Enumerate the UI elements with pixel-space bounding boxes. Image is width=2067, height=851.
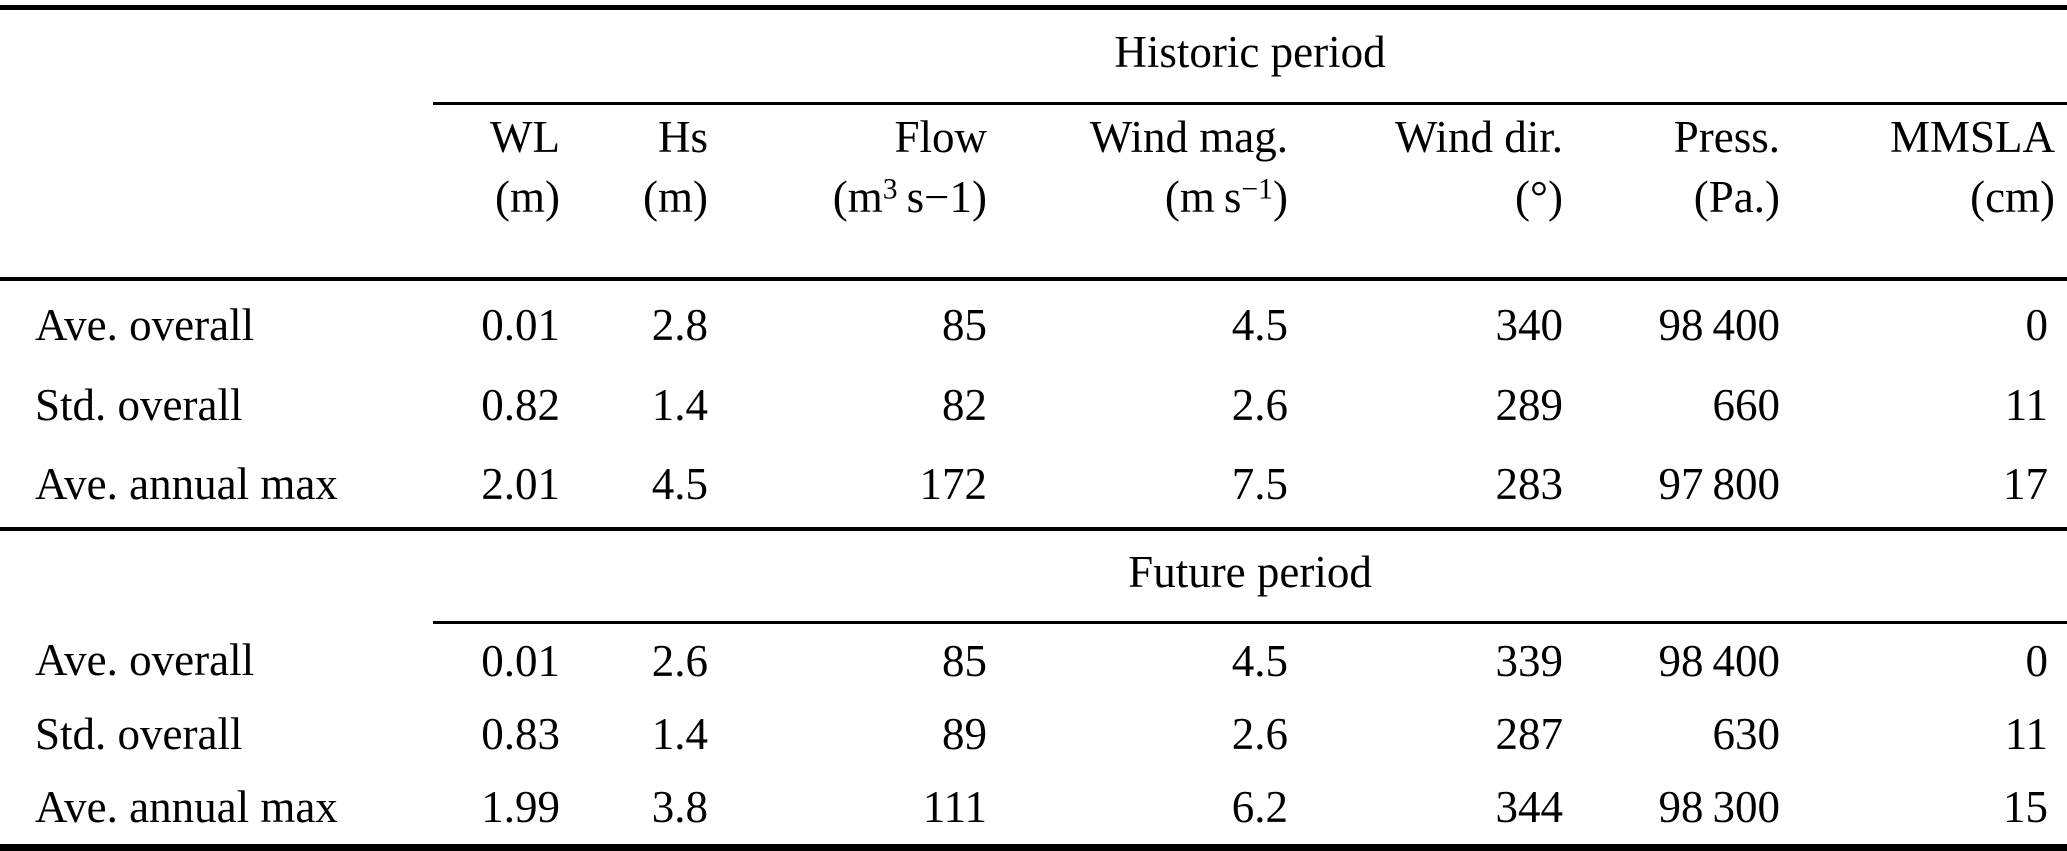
cell-value: 0 — [2025, 299, 2049, 350]
cell-value: 172 — [919, 458, 988, 509]
table-row: Std. overall 0.83 1.4 89 2.6 287 630 11 — [0, 698, 2067, 770]
cell-value: 287 — [1495, 708, 1564, 759]
cell-value: 82 — [942, 379, 987, 430]
cell-value: 7.5 — [1231, 458, 1288, 509]
cell-value: 6.2 — [1231, 781, 1288, 832]
table-row: Ave. overall 0.01 2.6 85 4.5 339 98 400 0 — [0, 623, 2067, 699]
row-label-spacer — [0, 527, 433, 623]
unit-text: (cm) — [1970, 172, 2056, 222]
cell-value: 11 — [2004, 708, 2049, 759]
row-label-spacer — [0, 104, 433, 170]
table-row: Ave. annual max 2.01 4.5 172 7.5 283 97 800 17 — [0, 441, 2067, 529]
table-row: Ave. overall 0.01 2.8 85 4.5 340 98 400 0 — [0, 279, 2067, 369]
paper-page: Historic period WL Hs Flow Wind mag. Wind dir… — [0, 5, 2067, 851]
cell-value: 339 — [1495, 635, 1564, 686]
cell-value: 1.4 — [651, 379, 708, 430]
unit-text: ) — [1273, 172, 1288, 222]
unit-text: (°) — [1515, 172, 1563, 222]
cell-value: 0.01 — [481, 299, 560, 350]
section-title: Historic period — [433, 7, 2067, 105]
cell-value: 283 — [1495, 458, 1564, 509]
unit-text: (Pa.) — [1693, 172, 1780, 222]
column-header: WL — [490, 111, 560, 162]
cell-value: 111 — [922, 781, 987, 832]
unit-superscript: 3 — [882, 173, 898, 206]
cell-value: 0.83 — [481, 708, 560, 759]
column-names-row: WL Hs Flow Wind mag. Wind dir. Press. MMSLA — [0, 104, 2067, 170]
cell-value: 340 — [1495, 299, 1564, 350]
unit-text: (m — [832, 172, 883, 222]
cell-value: 98 400 — [1658, 299, 1780, 350]
cell-value: 11 — [2004, 379, 2049, 430]
cell-value: 89 — [942, 708, 987, 759]
row-label: Ave. overall — [35, 634, 255, 685]
cell-value: 0.82 — [481, 379, 560, 430]
cell-value: 4.5 — [1231, 299, 1288, 350]
column-header: Wind dir. — [1394, 111, 1563, 162]
unit-text: (m) — [495, 172, 560, 222]
unit-superscript: −1 — [1241, 173, 1273, 206]
cell-value: 85 — [942, 299, 987, 350]
unit-header: (m s−1) — [999, 169, 1300, 281]
unit-header: (°) — [1300, 169, 1575, 281]
unit-header: (cm) — [1792, 169, 2067, 281]
cell-value: 85 — [942, 635, 987, 686]
unit-header: (Pa.) — [1575, 169, 1792, 281]
unit-text: s−1) — [897, 172, 987, 222]
row-label: Std. overall — [35, 708, 243, 759]
unit-header: (m) — [572, 169, 720, 281]
column-header: Hs — [657, 111, 708, 162]
unit-text: (m) — [643, 172, 708, 222]
cell-value: 0 — [2025, 635, 2049, 686]
row-label-spacer — [0, 169, 433, 281]
unit-header: (m3 s−1) — [720, 169, 999, 281]
row-label: Ave. annual max — [35, 458, 338, 509]
cell-value: 4.5 — [651, 458, 708, 509]
cell-value: 289 — [1495, 379, 1564, 430]
row-label: Std. overall — [35, 379, 243, 430]
cell-value: 17 — [2003, 458, 2049, 509]
column-header: Press. — [1673, 111, 1780, 162]
column-header: Wind mag. — [1089, 111, 1288, 162]
cell-value: 660 — [1712, 379, 1781, 430]
cell-value: 344 — [1495, 781, 1564, 832]
table-row: Std. overall 0.82 1.4 82 2.6 289 660 11 — [0, 369, 2067, 441]
column-header: Flow — [894, 111, 987, 162]
cell-value: 0.01 — [481, 635, 560, 686]
cell-value: 2.8 — [651, 299, 708, 350]
cell-value: 2.6 — [1231, 379, 1288, 430]
cell-value: 15 — [2003, 781, 2049, 832]
cell-value: 2.01 — [481, 458, 560, 509]
column-units-row: (m) (m) (m3 s−1) (m s−1) (°) (Pa.) (cm) — [0, 169, 2067, 281]
cell-value: 3.8 — [651, 781, 708, 832]
section-title-row: Future period — [0, 527, 2067, 624]
cell-value: 97 800 — [1658, 458, 1780, 509]
section-title: Future period — [433, 527, 2067, 624]
cell-value: 98 400 — [1658, 635, 1780, 686]
cell-value: 2.6 — [1231, 708, 1288, 759]
cell-value: 4.5 — [1231, 635, 1288, 686]
section-title-row: Historic period — [0, 7, 2067, 105]
unit-text: (m s — [1164, 172, 1242, 222]
cell-value: 630 — [1712, 708, 1781, 759]
statistics-table: Historic period WL Hs Flow Wind mag. Wind dir… — [0, 5, 2067, 851]
row-label: Ave. annual max — [35, 781, 338, 832]
table-row: Ave. annual max 1.99 3.8 111 6.2 344 98 300 15 — [0, 770, 2067, 848]
cell-value: 1.4 — [651, 708, 708, 759]
cell-value: 1.99 — [481, 781, 560, 832]
cell-value: 98 300 — [1658, 781, 1780, 832]
column-header: MMSLA — [1890, 111, 2056, 162]
row-label-spacer — [0, 8, 433, 104]
unit-header: (m) — [433, 169, 572, 281]
cell-value: 2.6 — [651, 635, 708, 686]
row-label: Ave. overall — [35, 299, 255, 350]
